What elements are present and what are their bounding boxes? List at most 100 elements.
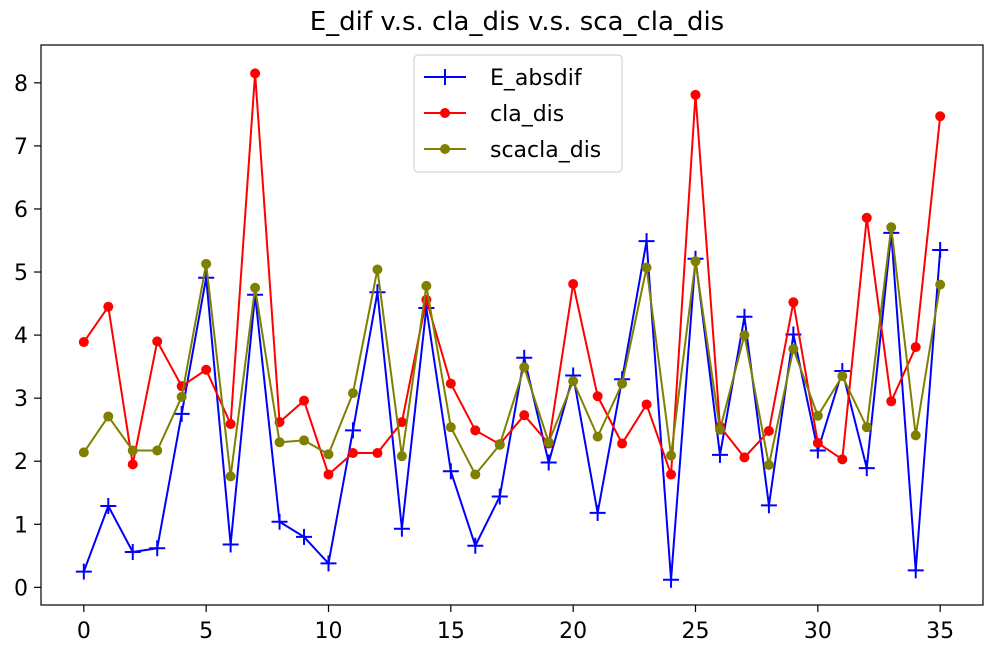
data-point-e-absdif	[271, 513, 288, 530]
data-point-scacla-dis	[812, 410, 823, 421]
data-point-e-absdif	[760, 497, 777, 514]
data-point-scacla-dis	[788, 343, 799, 354]
chart-title: E_dif v.s. cla_dis v.s. sca_cla_dis	[310, 7, 724, 37]
legend-item-cla-dis: cla_dis	[424, 102, 564, 127]
series-line-e-absdif	[82, 232, 942, 580]
data-point-cla-dis	[225, 419, 236, 430]
legend: E_absdif cla_dis scacla_dis	[413, 54, 623, 173]
legend-label: scacla_dis	[490, 138, 601, 163]
data-point-scacla-dis	[152, 445, 163, 456]
x-tick-label: 35	[926, 619, 954, 644]
data-point-e-absdif	[442, 463, 459, 480]
data-point-scacla-dis	[225, 471, 236, 482]
data-point-e-absdif	[736, 308, 753, 325]
legend-label: E_absdif	[490, 66, 583, 91]
data-point-scacla-dis	[714, 424, 725, 435]
data-point-scacla-dis	[910, 430, 921, 441]
x-tick-label: 20	[559, 619, 587, 644]
data-point-scacla-dis	[494, 439, 505, 450]
data-point-cla-dis	[250, 68, 261, 79]
data-point-cla-dis	[347, 448, 358, 459]
data-point-e-absdif	[100, 497, 117, 514]
legend-swatch-marker	[437, 69, 453, 85]
x-tick-label: 10	[314, 619, 342, 644]
data-point-scacla-dis	[347, 388, 358, 399]
plot-frame	[40, 44, 984, 606]
data-point-scacla-dis	[763, 460, 774, 470]
legend-item-scacla-dis: scacla_dis	[424, 138, 601, 163]
data-point-cla-dis	[641, 399, 652, 410]
data-point-scacla-dis	[421, 280, 432, 291]
data-point-e-absdif	[467, 537, 484, 554]
data-point-cla-dis	[568, 279, 579, 290]
data-point-scacla-dis	[861, 422, 872, 433]
data-point-e-absdif	[638, 233, 655, 250]
data-point-e-absdif	[149, 540, 166, 557]
data-point-scacla-dis	[739, 330, 750, 341]
data-point-e-absdif	[932, 241, 949, 258]
data-point-cla-dis	[103, 301, 114, 312]
data-point-cla-dis	[201, 364, 212, 375]
x-tick-label: 30	[804, 619, 832, 644]
data-point-scacla-dis	[445, 422, 456, 433]
data-point-e-absdif	[858, 460, 875, 477]
data-point-scacla-dis	[641, 262, 652, 273]
data-point-e-absdif	[320, 555, 337, 572]
data-point-cla-dis	[519, 410, 530, 421]
data-point-scacla-dis	[323, 449, 334, 460]
data-point-scacla-dis	[299, 435, 310, 446]
y-tick-label: 3	[14, 387, 28, 412]
data-point-scacla-dis	[886, 222, 897, 233]
data-point-e-absdif	[173, 405, 190, 422]
data-point-e-absdif	[491, 488, 508, 505]
data-point-e-absdif	[663, 571, 680, 588]
data-point-cla-dis	[592, 391, 603, 402]
data-point-cla-dis	[323, 469, 334, 480]
data-point-cla-dis	[152, 336, 163, 347]
data-point-scacla-dis	[690, 256, 701, 267]
legend-box	[413, 54, 623, 173]
data-point-cla-dis	[910, 342, 921, 353]
data-point-cla-dis	[935, 111, 946, 122]
data-point-scacla-dis	[837, 371, 848, 382]
data-point-scacla-dis	[617, 378, 628, 389]
data-point-scacla-dis	[201, 258, 212, 269]
y-tick-label: 5	[14, 261, 28, 286]
data-point-cla-dis	[690, 89, 701, 100]
legend-swatch-marker	[440, 108, 450, 118]
data-point-cla-dis	[837, 454, 848, 465]
data-point-scacla-dis	[568, 376, 579, 387]
data-point-cla-dis	[445, 378, 456, 389]
y-tick-label: 8	[14, 72, 28, 97]
data-point-scacla-dis	[666, 450, 677, 461]
data-point-e-absdif	[222, 536, 239, 553]
y-tick-label: 6	[14, 198, 28, 223]
data-point-cla-dis	[78, 337, 89, 348]
x-tick-label: 5	[199, 619, 213, 644]
data-point-scacla-dis	[592, 431, 603, 442]
data-point-scacla-dis	[127, 445, 138, 456]
data-point-scacla-dis	[396, 451, 407, 462]
data-point-cla-dis	[127, 459, 138, 470]
data-point-e-absdif	[296, 528, 313, 545]
series-line-cla-dis	[82, 73, 942, 477]
y-tick-label: 1	[14, 513, 28, 538]
x-tick-label: 0	[77, 619, 91, 644]
legend-label: cla_dis	[490, 102, 564, 127]
legend-item-e-absdif: E_absdif	[424, 66, 583, 91]
data-point-scacla-dis	[935, 279, 946, 290]
data-point-cla-dis	[666, 469, 677, 480]
data-point-e-absdif	[75, 563, 92, 580]
data-point-scacla-dis	[103, 411, 114, 422]
y-tick-label: 2	[14, 450, 28, 475]
y-tick-label: 0	[14, 576, 28, 601]
data-point-scacla-dis	[372, 264, 383, 275]
data-point-scacla-dis	[519, 362, 530, 373]
series-scacla-dis	[78, 222, 946, 482]
data-point-e-absdif	[589, 504, 606, 521]
data-point-cla-dis	[299, 395, 310, 406]
data-point-scacla-dis	[176, 391, 187, 402]
data-point-cla-dis	[617, 438, 628, 449]
